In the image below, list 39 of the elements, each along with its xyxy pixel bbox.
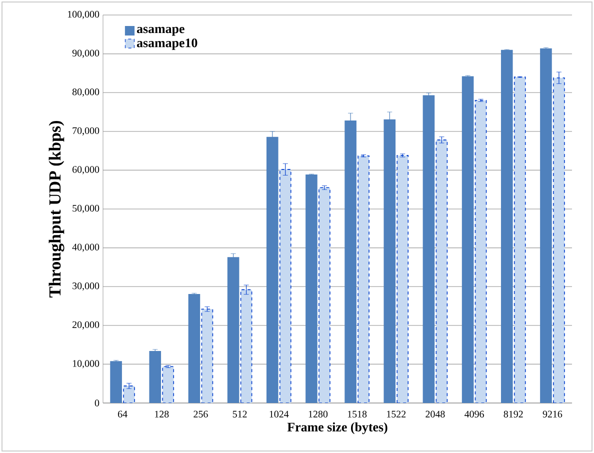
x-axis-title: Frame size (bytes)	[287, 422, 388, 434]
x-tick-label: 2048	[426, 410, 445, 418]
y-axis-title: Throughput UDP (kbps)	[48, 120, 64, 298]
bar	[240, 289, 252, 403]
bar	[474, 100, 487, 403]
bar	[318, 187, 330, 403]
x-tick-label: 256	[194, 410, 208, 418]
bar	[436, 140, 448, 403]
bar	[123, 386, 135, 403]
y-tick-label: 80,000	[72, 88, 100, 97]
y-tick-label: 100,000	[68, 10, 100, 20]
bar	[201, 308, 214, 403]
x-tick-label: 1280	[308, 410, 328, 418]
x-tick-label: 1024	[270, 410, 289, 418]
x-tick-label: 1518	[348, 410, 367, 418]
bar	[553, 77, 565, 403]
x-tick-label: 512	[232, 410, 247, 418]
legend-label: asamape	[136, 26, 184, 36]
bar	[514, 76, 526, 403]
y-tick-label: 10,000	[72, 360, 100, 368]
y-tick-label: 20,000	[72, 321, 100, 330]
x-tick-label: 64	[118, 410, 128, 418]
y-tick-label: 30,000	[72, 282, 100, 291]
bar	[279, 169, 292, 403]
x-tick-label: 1522	[387, 410, 406, 418]
x-tick-label: 4096	[464, 410, 484, 418]
x-tick-label: 9216	[542, 410, 562, 418]
bar	[396, 155, 409, 403]
x-tick-label: 8192	[504, 410, 523, 418]
y-tick-label: 0	[94, 400, 100, 406]
y-tick-label: 40,000	[72, 244, 100, 252]
y-tick-label: 60,000	[72, 166, 100, 174]
y-tick-label: 70,000	[72, 127, 100, 136]
y-tick-label: 50,000	[72, 204, 100, 214]
bar	[358, 155, 370, 403]
bar	[162, 366, 174, 403]
legend-label: asamape10	[136, 38, 198, 50]
x-tick-label: 128	[155, 410, 169, 418]
y-tick-label: 90,000	[72, 50, 100, 58]
